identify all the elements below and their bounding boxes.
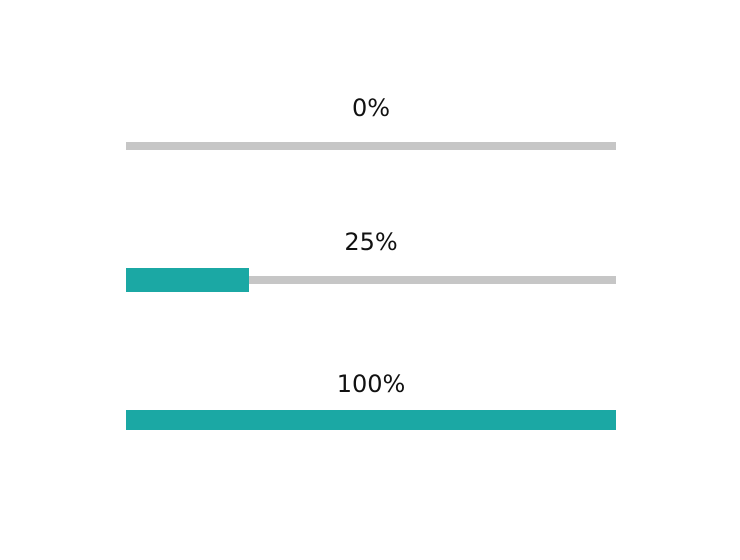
progress-track-0 — [126, 142, 616, 150]
progress-label-0: 0% — [351, 94, 391, 122]
progress-fill-1 — [126, 268, 249, 292]
progress-label-1: 25% — [344, 228, 398, 256]
progress-track-1 — [126, 276, 616, 284]
progress-fill-2 — [126, 410, 616, 430]
progress-label-2: 100% — [336, 370, 406, 398]
